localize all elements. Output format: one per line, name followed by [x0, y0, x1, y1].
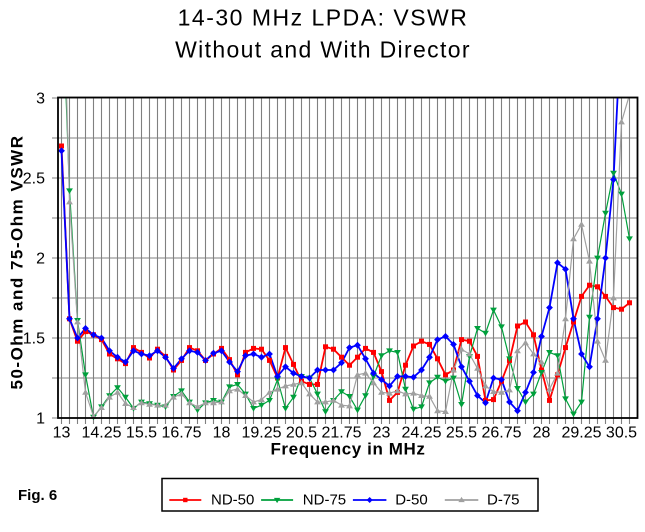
svg-text:21.75: 21.75	[321, 425, 361, 442]
svg-text:1: 1	[36, 411, 45, 428]
svg-text:29.25: 29.25	[561, 425, 601, 442]
svg-text:19.25: 19.25	[241, 425, 281, 442]
svg-text:26.75: 26.75	[481, 425, 521, 442]
svg-text:D-75: D-75	[487, 491, 520, 508]
svg-text:1.5: 1.5	[23, 331, 45, 348]
svg-text:Fig. 6: Fig. 6	[18, 487, 57, 504]
svg-text:Frequency in MHz: Frequency in MHz	[270, 440, 425, 459]
svg-text:2: 2	[36, 251, 45, 268]
svg-text:ND-75: ND-75	[303, 491, 346, 508]
svg-text:14-30 MHz LPDA: VSWR: 14-30 MHz LPDA: VSWR	[178, 5, 469, 31]
svg-text:50-Ohm and 75-Ohm VSWR: 50-Ohm and 75-Ohm VSWR	[8, 135, 27, 390]
svg-text:ND-50: ND-50	[211, 491, 254, 508]
svg-text:18: 18	[213, 425, 231, 442]
svg-text:23: 23	[373, 425, 391, 442]
svg-text:D-50: D-50	[395, 491, 428, 508]
svg-text:2.5: 2.5	[23, 171, 45, 188]
svg-text:14.25: 14.25	[81, 425, 121, 442]
svg-text:20.5: 20.5	[286, 425, 317, 442]
svg-text:3: 3	[36, 91, 45, 108]
svg-text:30.5: 30.5	[606, 425, 637, 442]
svg-text:13: 13	[53, 425, 71, 442]
svg-text:15.5: 15.5	[126, 425, 157, 442]
svg-text:24.25: 24.25	[401, 425, 441, 442]
svg-text:25.5: 25.5	[446, 425, 477, 442]
svg-text:Without and With Director: Without and With Director	[175, 37, 471, 63]
svg-text:28: 28	[533, 425, 551, 442]
svg-text:16.75: 16.75	[161, 425, 201, 442]
